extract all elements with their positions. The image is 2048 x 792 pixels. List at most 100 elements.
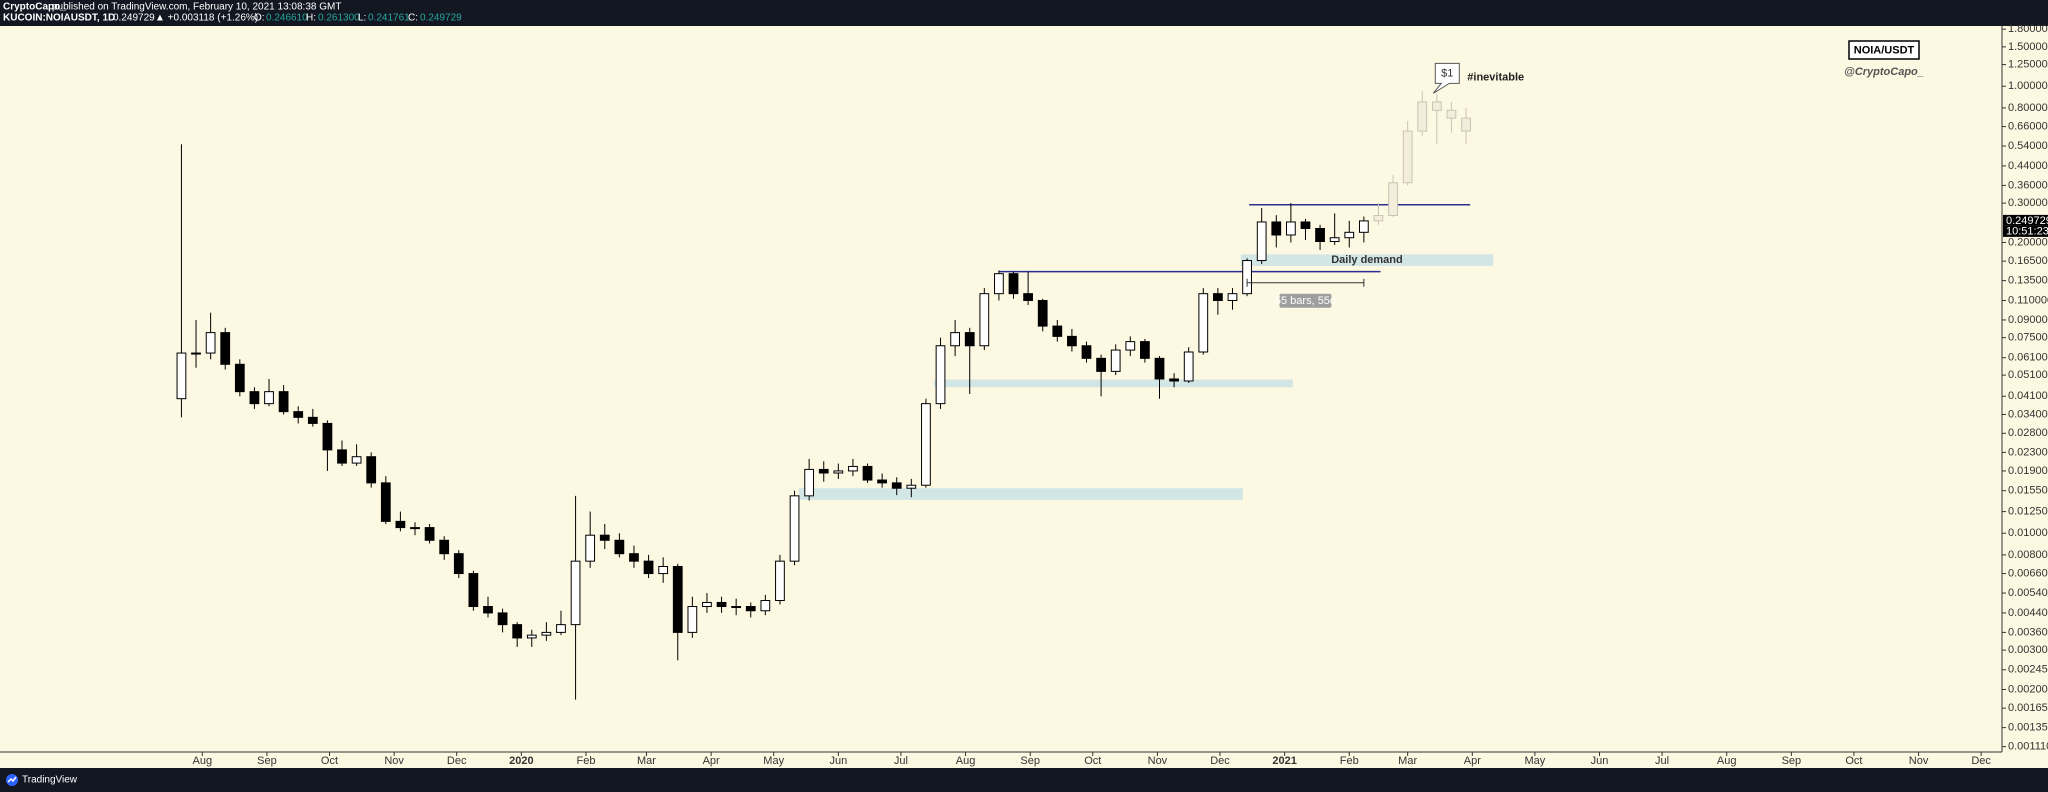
callout-label: $1 [1441,67,1453,79]
candle-body [1417,101,1428,132]
candle-body [672,565,683,633]
candle-body [293,411,304,418]
candle-body [1344,231,1355,239]
x-tick-label: Feb [1340,755,1359,767]
change: ▲ +0.003118 (+1.26%) [155,13,258,24]
price-axis [2002,26,2048,768]
x-tick-label: Aug [192,755,212,767]
candle-body [818,468,829,474]
pair-box [1848,40,1920,60]
candle-body [176,352,187,400]
y-tick-label: 0.001110 [2008,741,2048,753]
candle-body [891,482,902,489]
candle-body [599,534,610,541]
candle-body [658,565,669,575]
candle-body [629,553,639,562]
candle-body [1183,351,1194,382]
candle-body [1271,221,1282,236]
candle-body [702,601,712,608]
candle-body [380,482,391,522]
zone-label: Daily demand [1331,254,1403,266]
x-tick-label: 2021 [1272,755,1296,767]
x-tick-label: Apr [1464,755,1481,767]
footer-logo [6,774,18,786]
candle-body [541,631,552,636]
y-tick-label: 1.500000 [2008,41,2048,53]
x-tick-label: 2020 [509,755,533,767]
candle-body [453,553,464,575]
candle-body [760,600,771,612]
x-tick-label: Jul [894,755,908,767]
candle-body [789,495,800,562]
candle-body [234,363,245,393]
candle-body [1198,293,1209,353]
candle-body [483,606,493,614]
x-tick-label: May [1524,755,1545,767]
candle-body [687,606,698,633]
candle-body [906,484,917,489]
candle-body [278,391,289,413]
x-tick-label: Sep [1782,755,1802,767]
candle-body [585,534,596,562]
candle-body [1373,215,1384,222]
x-tick-label: Aug [1717,755,1737,767]
countdown-box [2003,225,2048,237]
author: CryptoCapo_ [3,2,66,13]
last-price-label: 0.249729 [2006,215,2048,227]
candle-body [410,527,420,530]
h-value: 0.261300 [318,13,360,24]
candle-body [979,293,990,347]
candle-body [1110,349,1121,372]
measure-label: 55 bars, 55d [1275,295,1336,307]
candle-body [950,332,961,347]
candle-body [1329,237,1340,242]
candle-body [1140,341,1150,359]
x-tick-label: Oct [1084,755,1101,767]
candle-body [848,465,858,472]
candle-body [731,606,742,609]
h-label: H: [306,13,316,24]
candle-body [1461,117,1471,132]
y-tick-label: 1.250000 [2008,58,2048,70]
o-value: 0.246610 [266,13,308,24]
candle-body [921,403,931,486]
demand-zone [798,488,1243,500]
candle-body [1154,357,1165,380]
candle-body [556,624,566,633]
candle-body [1242,260,1252,295]
last: 0.249729 [113,13,155,24]
candle-body [351,456,362,464]
demand-zone [934,379,1293,388]
candle-body [424,527,435,541]
x-tick-label: Mar [637,755,656,767]
candle-body [1169,378,1179,382]
candle-body [322,422,333,451]
x-tick-label: Dec [1210,755,1230,767]
x-tick-label: May [763,755,784,767]
candle-body [1096,357,1106,372]
x-tick-label: Aug [956,755,976,767]
footer-brand[interactable]: TradingView [22,775,78,786]
candle-body [1081,345,1092,359]
candle-body [994,273,1004,295]
x-tick-label: Jun [1591,755,1609,767]
candle-body [526,634,537,639]
candle-body [1388,182,1398,217]
x-tick-label: Nov [384,755,404,767]
